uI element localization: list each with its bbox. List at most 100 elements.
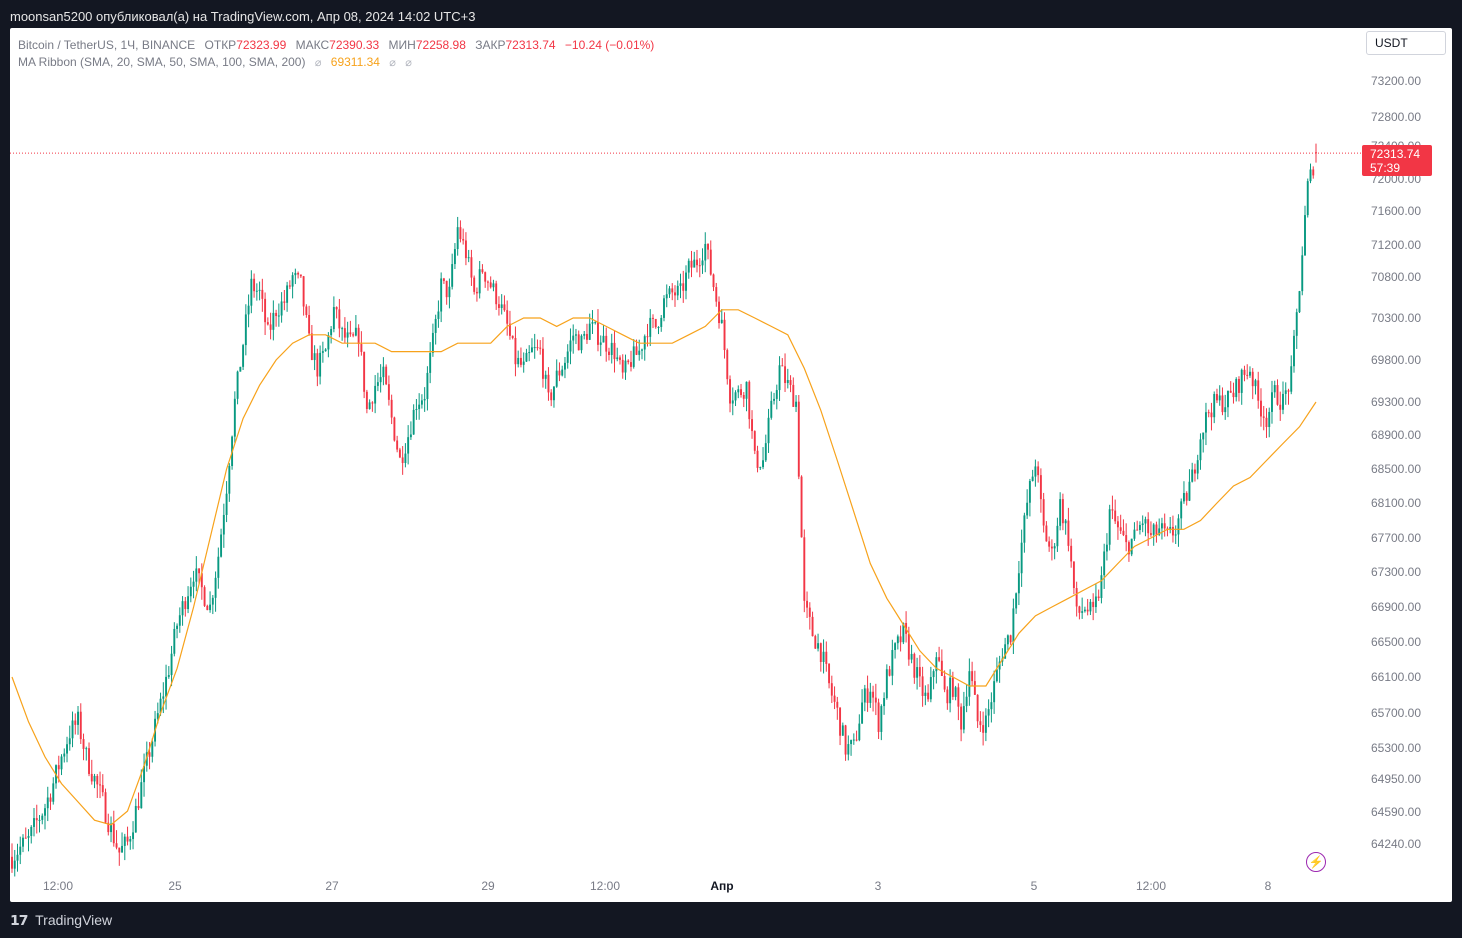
candle (1147, 512, 1150, 546)
candle (393, 416, 396, 442)
candle (729, 375, 731, 413)
candle (621, 354, 624, 379)
price-chart[interactable]: 73200.0072800.0072400.0072000.0071600.00… (10, 28, 1452, 902)
hidden-series-icon[interactable]: ⌀ (405, 57, 412, 69)
candle (357, 324, 360, 357)
candle (855, 730, 858, 742)
hidden-series-icon[interactable]: ⌀ (389, 57, 396, 69)
candle (200, 563, 203, 600)
candle (426, 366, 429, 411)
y-tick-label: 68500.00 (1371, 462, 1421, 476)
candle (189, 577, 192, 603)
candle (110, 816, 112, 843)
close-value: 72313.74 (505, 38, 556, 52)
candle (82, 733, 85, 761)
candle (833, 686, 836, 710)
candle (209, 591, 212, 613)
candle (1279, 391, 1282, 421)
candle (341, 326, 344, 341)
symbol-name[interactable]: Bitcoin / TetherUS, 1Ч, BINANCE (18, 38, 196, 52)
y-tick-label: 70800.00 (1371, 270, 1421, 284)
candle (742, 392, 745, 408)
candle (613, 330, 616, 373)
candle (1089, 599, 1092, 616)
candle (93, 773, 96, 789)
y-tick-label: 65300.00 (1371, 741, 1421, 755)
candle (294, 268, 297, 285)
candle (806, 591, 809, 619)
candle (541, 337, 544, 388)
candle (228, 463, 231, 502)
ma-indicator-name[interactable]: MA Ribbon (SMA, 20, SMA, 50, SMA, 100, S… (18, 55, 306, 69)
candle (453, 243, 456, 270)
y-tick-label: 68100.00 (1371, 496, 1421, 510)
y-tick-label: 66100.00 (1371, 670, 1421, 684)
candle (632, 339, 635, 369)
candle (19, 836, 22, 865)
candle (756, 445, 759, 473)
candle (236, 370, 239, 405)
candle (1301, 246, 1304, 296)
x-tick-label: 5 (1031, 879, 1038, 893)
candle (737, 385, 740, 399)
chart-frame[interactable]: 73200.0072800.0072400.0072000.0071600.00… (10, 28, 1452, 902)
candle (151, 738, 154, 763)
candle (442, 277, 445, 284)
candle (415, 398, 418, 420)
candle (16, 843, 19, 872)
candle (734, 390, 737, 407)
publisher-line: moonsan5200 опубликовал(а) на TradingVie… (10, 9, 476, 24)
candle (462, 228, 465, 245)
candle (1210, 402, 1213, 431)
candle (1061, 493, 1064, 531)
candle (1271, 380, 1273, 424)
lightning-icon[interactable]: ⚡ (1306, 852, 1326, 872)
candle (299, 274, 302, 278)
candle (269, 312, 272, 340)
candle (704, 232, 707, 273)
candle (627, 359, 630, 365)
candle (946, 686, 949, 710)
candle (586, 323, 588, 344)
currency-selector[interactable]: USDT (1366, 31, 1446, 55)
candle (203, 585, 206, 607)
candle (910, 644, 913, 664)
candle (883, 692, 886, 715)
candle (1015, 592, 1018, 614)
candle (696, 249, 698, 273)
low-value: 72258.98 (415, 38, 466, 52)
candle (478, 260, 481, 299)
candle (484, 271, 487, 288)
candle (693, 251, 696, 268)
candle (1031, 469, 1034, 482)
candle (1246, 364, 1249, 380)
candle (619, 355, 621, 365)
candle (1105, 533, 1108, 561)
candle (624, 354, 627, 380)
candle (998, 655, 1001, 683)
candle (1216, 388, 1218, 404)
y-tick-label: 72800.00 (1371, 110, 1421, 124)
candle (1273, 380, 1276, 398)
candle (1138, 521, 1141, 535)
candle (222, 503, 225, 548)
candle (486, 280, 489, 291)
y-tick-label: 64590.00 (1371, 805, 1421, 819)
candle (66, 736, 68, 763)
y-tick-label: 65700.00 (1371, 706, 1421, 720)
candle (847, 735, 850, 761)
candle (984, 708, 987, 742)
y-tick-label: 64950.00 (1371, 772, 1421, 786)
candle (962, 691, 965, 734)
candle (971, 661, 974, 686)
candle (1224, 394, 1227, 420)
y-tick-label: 66900.00 (1371, 600, 1421, 614)
candle (610, 333, 613, 364)
hidden-series-icon[interactable]: ⌀ (314, 57, 322, 69)
candle (745, 381, 748, 412)
candle (137, 792, 140, 811)
candle (894, 642, 897, 659)
high-label: МАКС (295, 38, 330, 52)
candle (132, 821, 135, 850)
x-tick-label: 12:00 (590, 879, 620, 893)
